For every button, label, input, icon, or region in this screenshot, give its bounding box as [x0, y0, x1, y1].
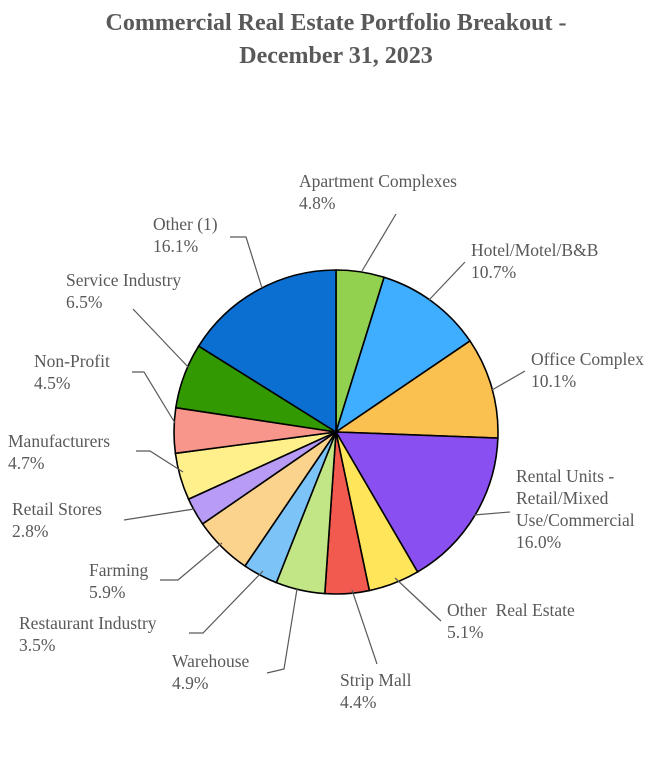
slice-label: Other Real Estate 5.1%: [447, 600, 575, 642]
slice-value-label: 3.5%: [19, 635, 55, 655]
slice-category-label: Apartment Complexes: [299, 171, 457, 191]
leader-line: [132, 308, 190, 369]
slice-value-label: 4.5%: [34, 373, 70, 393]
slice-label: Restaurant Industry 3.5%: [19, 613, 157, 655]
slice-label: Farming 5.9%: [89, 560, 149, 602]
slice-value-label: 4.9%: [172, 673, 208, 693]
slice-category-label: Retail Stores: [12, 499, 102, 519]
slice-category-label: Strip Mall: [340, 670, 412, 690]
slice-value-label: 4.8%: [299, 193, 335, 213]
leader-line: [473, 511, 511, 516]
slice-value-label: 10.7%: [471, 262, 516, 282]
slice-label: Office Complex 10.1%: [531, 349, 644, 391]
chart-title-line-1: Commercial Real Estate Portfolio Breakou…: [105, 10, 566, 36]
slice-label: Service Industry 6.5%: [66, 270, 181, 312]
slice-label: Rental Units -Retail/Mixed Use/Commercial…: [516, 466, 635, 552]
leader-line: [351, 589, 378, 665]
leader-line: [123, 508, 195, 521]
slice-category-label: Warehouse: [172, 651, 250, 671]
slice-label: Retail Stores 2.8%: [12, 499, 102, 541]
slice-label: Apartment Complexes 4.8%: [299, 171, 457, 213]
slice-label: Other (1) 16.1%: [153, 214, 218, 256]
leader-line: [189, 570, 264, 634]
slice-category-label: Farming: [89, 560, 149, 580]
slice-label: Strip Mall 4.4%: [340, 670, 412, 712]
slice-labels: Apartment Complexes 4.8%Hotel/Motel/B&B 10…: [8, 171, 644, 712]
slice-category-label: Office Complex: [531, 349, 644, 369]
slice-category-label: Use/Commercial: [516, 510, 635, 530]
slice-value-label: 4.7%: [8, 453, 44, 473]
chart-title-line-2: December 31, 2023: [239, 43, 433, 69]
slice-category-label: Other (1): [153, 214, 218, 234]
slice-category-label: Hotel/Motel/B&B: [471, 240, 598, 260]
pie-slice: [333, 339, 499, 439]
leader-lines: [123, 213, 526, 674]
slice-label: Warehouse 4.9%: [172, 651, 250, 693]
slice-value-label: 4.4%: [340, 692, 376, 712]
slice-category-label: Retail/Mixed: [516, 488, 609, 508]
leader-line: [361, 213, 397, 272]
slice-category-label: Service Industry: [66, 270, 181, 290]
leader-line: [160, 542, 223, 581]
pie-slices: [173, 269, 499, 595]
slice-value-label: 5.9%: [89, 582, 125, 602]
leader-line: [394, 577, 442, 622]
leader-line: [230, 236, 263, 289]
leader-line: [132, 371, 176, 424]
slice-value-label: 2.8%: [12, 521, 48, 541]
slice-value-label: 16.1%: [153, 236, 198, 256]
slice-category-label: Rental Units -: [516, 466, 614, 486]
slice-category-label: Restaurant Industry: [19, 613, 157, 633]
slice-label: Manufacturers 4.7%: [8, 431, 110, 473]
pie-slice: [334, 276, 472, 434]
pie-slice: [197, 269, 337, 434]
leader-line: [266, 588, 298, 674]
slice-value-label: 16.0%: [516, 532, 561, 552]
slice-value-label: 10.1%: [531, 371, 576, 391]
slice-value-label: 6.5%: [66, 292, 102, 312]
slice-value-label: 5.1%: [447, 622, 483, 642]
leader-line: [428, 261, 466, 301]
slice-category-label: Other Real Estate: [447, 600, 575, 620]
leader-line: [491, 370, 526, 391]
slice-label: Non-Profit 4.5%: [34, 351, 110, 393]
slice-category-label: Non-Profit: [34, 351, 110, 371]
leader-line: [136, 450, 184, 473]
slice-category-label: Manufacturers: [8, 431, 110, 451]
slice-label: Hotel/Motel/B&B 10.7%: [471, 240, 598, 282]
